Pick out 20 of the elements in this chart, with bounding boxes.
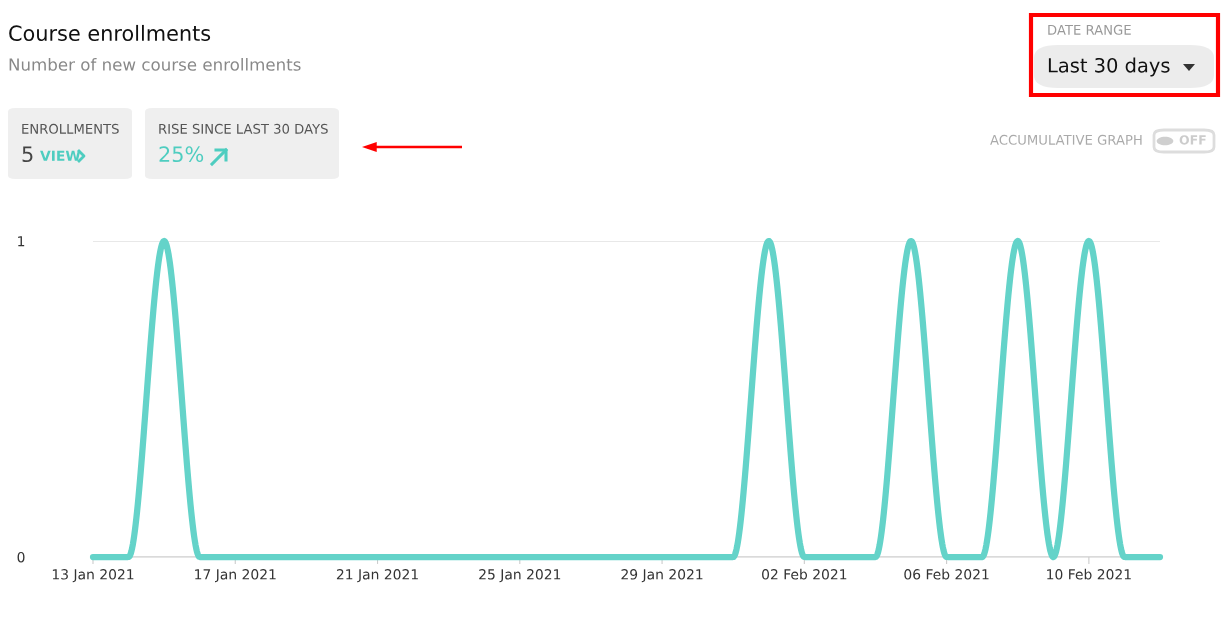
y-tick-label: 1 <box>18 236 25 247</box>
x-tick-label: 10 Feb 2021 <box>1047 568 1131 580</box>
text: RISE SINCE LAST 30 DAYS <box>159 123 328 134</box>
x-tick-label: 02 Feb 2021 <box>762 568 847 580</box>
x-tick-label: 29 Jan 2021 <box>621 569 703 583</box>
y-tick-label: 0 <box>17 551 25 563</box>
text: DATE RANGE <box>1048 24 1131 35</box>
x-tick-label: 25 Jan 2021 <box>479 569 561 583</box>
text: ACCUMULATIVE GRAPH <box>990 134 1142 145</box>
x-tick-label: 21 Jan 2021 <box>336 569 418 583</box>
x-tick-label: 06 Feb 2021 <box>904 568 989 580</box>
text: Last 30 days <box>1048 57 1170 77</box>
text: VIEW <box>40 150 81 161</box>
text: 5 <box>22 146 33 163</box>
x-tick-label: 13 Jan 2021 <box>52 569 134 583</box>
text: 25% <box>159 146 204 163</box>
x-tick-label: 17 Jan 2021 <box>195 569 276 583</box>
chart-subtitle: Number of new course enrollments <box>9 57 301 71</box>
text: ENROLLMENTS <box>22 123 119 134</box>
chart-title: Course enrollments <box>9 24 211 42</box>
